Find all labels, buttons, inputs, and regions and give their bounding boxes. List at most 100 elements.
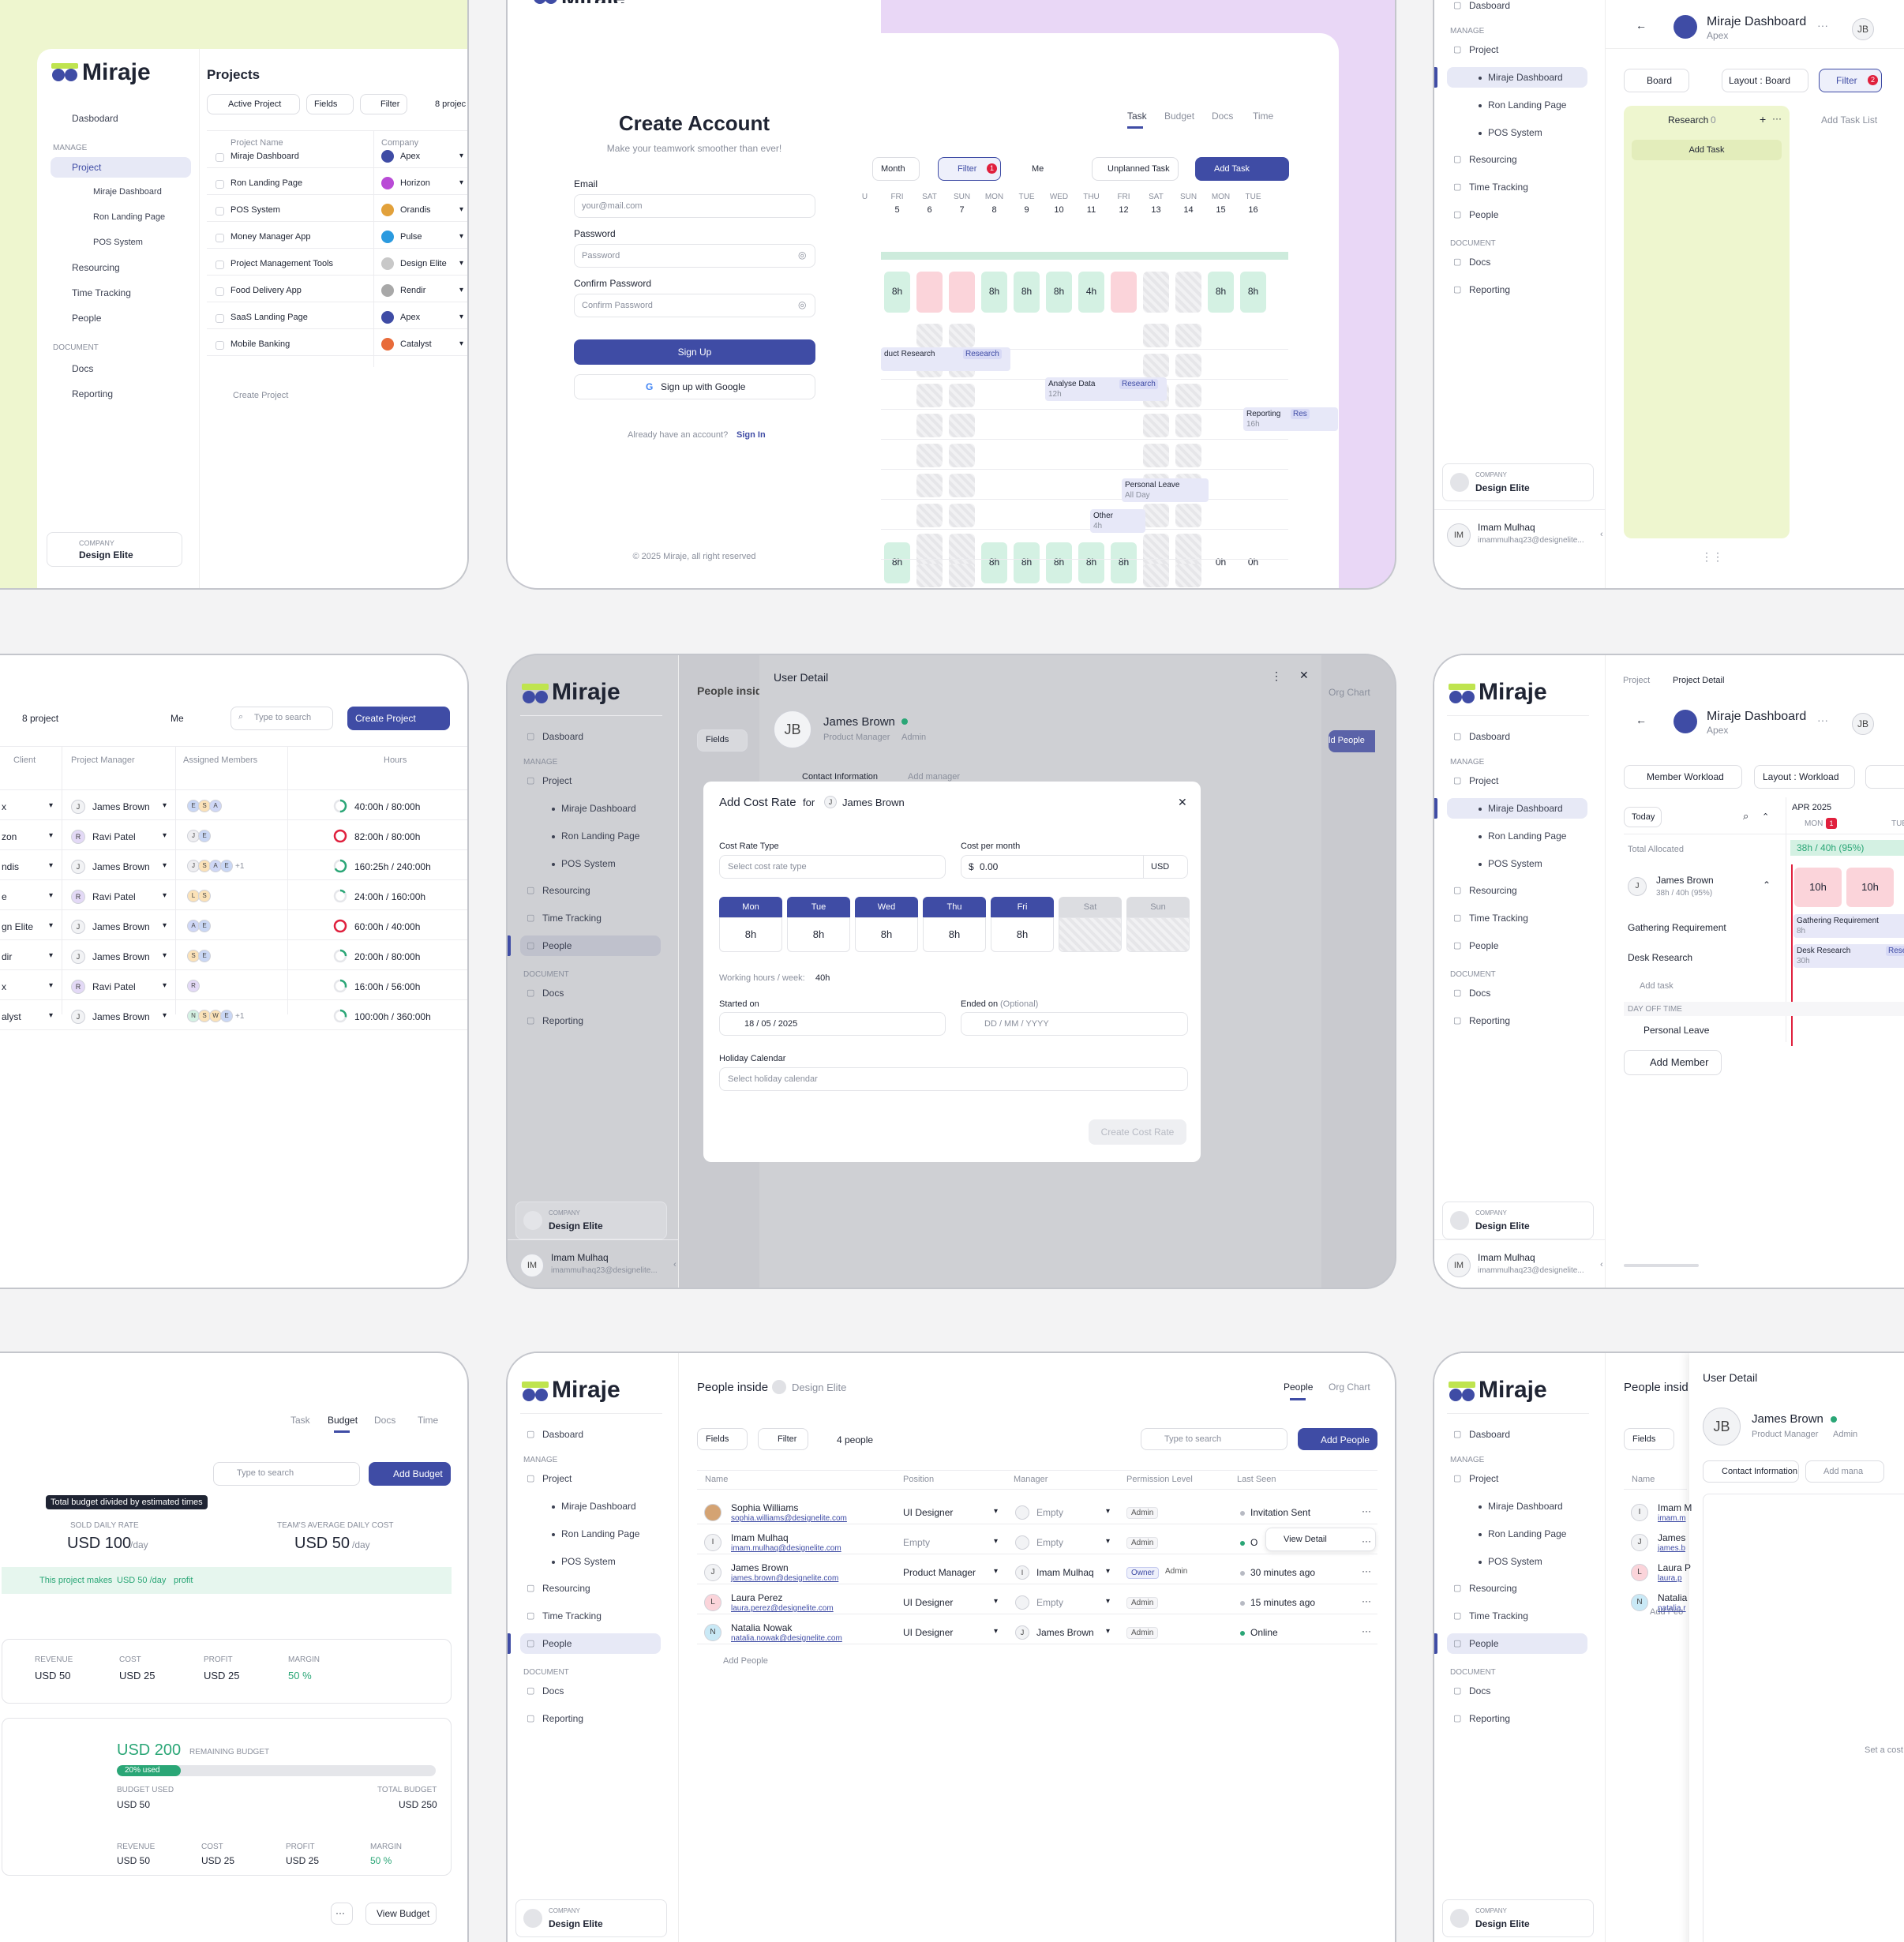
sidebar-item-project[interactable]: Project — [542, 775, 572, 786]
project-name[interactable]: Money Manager App — [231, 232, 311, 242]
sidebar-subitem[interactable]: POS System — [561, 1556, 616, 1567]
sidebar-item-dashboard[interactable]: Dasbodard — [72, 113, 118, 124]
unplanned-task-button[interactable] — [1092, 157, 1179, 181]
chevron-down-icon[interactable]: ▾ — [49, 981, 54, 990]
fields-button[interactable] — [697, 729, 748, 752]
chevron-down-icon[interactable]: ▾ — [49, 921, 54, 930]
sidebar-item-time-tracking[interactable]: Time Tracking — [1469, 1610, 1528, 1621]
board-select[interactable] — [1624, 69, 1689, 92]
person-name[interactable]: Imam M — [1658, 1502, 1692, 1513]
chevron-down-icon[interactable]: ▾ — [49, 801, 54, 810]
person-name[interactable]: Imam Mulhaq — [731, 1532, 789, 1543]
sidebar-subitem[interactable]: POS System — [561, 858, 616, 869]
sidebar-subitem-active[interactable] — [1447, 798, 1587, 819]
signup-button[interactable] — [574, 339, 815, 365]
add-manager[interactable]: Add manager — [908, 772, 961, 782]
person-name[interactable]: James Brown — [731, 1562, 789, 1573]
sidebar-subitem[interactable]: POS System — [1488, 127, 1542, 138]
permission-badge[interactable]: Owner — [1126, 1567, 1160, 1579]
contact-info-tab[interactable] — [1703, 1460, 1799, 1483]
day-header-thu[interactable] — [923, 897, 986, 917]
sidebar-item-reporting[interactable]: Reporting — [1469, 284, 1511, 295]
manager[interactable]: Empty — [1036, 1537, 1064, 1548]
fields-button[interactable] — [697, 1428, 748, 1450]
add-manager[interactable] — [1805, 1460, 1884, 1483]
chevron-down-icon[interactable]: ▾ — [459, 232, 464, 241]
search-icon[interactable]: ⌕ — [1743, 810, 1749, 822]
chevron-down-icon[interactable]: ▾ — [163, 981, 167, 990]
sidebar-item-time-tracking[interactable]: Time Tracking — [1469, 913, 1528, 924]
sidebar-subitem[interactable]: Miraje Dashboard — [1488, 72, 1563, 83]
ended-on-input[interactable] — [961, 1012, 1188, 1036]
sidebar-item-docs[interactable]: Docs — [1469, 988, 1491, 999]
chevron-down-icon[interactable]: ▾ — [994, 1627, 999, 1636]
sidebar-item-time-tracking[interactable]: Time Tracking — [1469, 182, 1528, 193]
sidebar-item-resourcing[interactable]: Resourcing — [542, 885, 590, 896]
sidebar-item-time-tracking[interactable]: Time Tracking — [72, 287, 131, 298]
chevron-down-icon[interactable]: ▾ — [49, 951, 54, 960]
confirm-field[interactable] — [574, 294, 815, 317]
project-name[interactable]: Project Management Tools — [231, 259, 334, 268]
chevron-down-icon[interactable]: ▾ — [49, 861, 54, 870]
chevron-down-icon[interactable]: ▾ — [1106, 1507, 1111, 1516]
create-project-button[interactable] — [347, 707, 450, 730]
row-checkbox[interactable] — [216, 261, 224, 269]
sidebar-item-resourcing[interactable]: Resourcing — [1469, 1583, 1517, 1594]
more-icon[interactable]: ··· — [1362, 1565, 1371, 1576]
password-field[interactable] — [574, 244, 815, 268]
sidebar-subitem[interactable]: Ron Landing Page — [93, 212, 166, 222]
chevron-down-icon[interactable]: ▾ — [1106, 1597, 1111, 1606]
today-button[interactable] — [1624, 807, 1662, 827]
add-people-row[interactable]: Add Peo — [1650, 1607, 1684, 1617]
chevron-down-icon[interactable]: ▾ — [163, 921, 167, 930]
permission-badge[interactable]: Admin — [1126, 1507, 1159, 1519]
create-project-link[interactable]: Create Project — [233, 391, 289, 400]
sidebar-subitem[interactable]: Miraje Dashboard — [561, 1501, 636, 1512]
manager[interactable]: James Brown — [1036, 1627, 1094, 1638]
chevron-down-icon[interactable]: ▾ — [163, 951, 167, 960]
row-checkbox[interactable] — [216, 207, 224, 216]
cost-per-month-input[interactable] — [961, 855, 1188, 879]
add-budget-button[interactable] — [369, 1462, 451, 1486]
eye-icon[interactable]: ◎ — [798, 249, 807, 261]
row-checkbox[interactable] — [216, 287, 224, 296]
chevron-down-icon[interactable]: ▾ — [459, 205, 464, 214]
google-button[interactable] — [574, 374, 815, 399]
row-checkbox[interactable] — [216, 234, 224, 242]
sidebar-subitem[interactable]: POS System — [93, 238, 143, 247]
sidebar-item-docs[interactable]: Docs — [1469, 257, 1491, 268]
sidebar-item-project[interactable]: Project — [1469, 775, 1499, 786]
holiday-select[interactable] — [719, 1067, 1188, 1091]
cost-rate-type-select[interactable] — [719, 855, 946, 879]
avatar[interactable]: JB — [1852, 18, 1874, 40]
tab-budget[interactable]: Budget — [1164, 111, 1195, 122]
sidebar-item-docs[interactable]: Docs — [1469, 1685, 1491, 1696]
sidebar-subitem-active[interactable] — [1447, 67, 1587, 88]
sidebar-subitem[interactable]: Ron Landing Page — [1488, 830, 1567, 842]
add-task-button[interactable] — [1195, 157, 1289, 181]
collapse-icon[interactable]: ⌃ — [1762, 812, 1770, 822]
add-task-link[interactable]: Add task — [1640, 981, 1673, 991]
tab-people[interactable]: People — [1284, 1382, 1314, 1393]
person-name[interactable]: Laura P — [1658, 1562, 1692, 1573]
task-event[interactable] — [1090, 509, 1145, 533]
org-chart-tab[interactable]: Org Chart — [1329, 687, 1370, 698]
sidebar-item-resourcing[interactable]: Resourcing — [1469, 885, 1517, 896]
sidebar-subitem[interactable]: Miraje Dashboard — [1488, 803, 1563, 814]
signin-link[interactable]: Sign In — [736, 430, 766, 440]
sidebar-subitem[interactable]: POS System — [1488, 858, 1542, 869]
sidebar-item-reporting[interactable]: Reporting — [1469, 1015, 1511, 1026]
chevron-down-icon[interactable]: ▾ — [994, 1507, 999, 1516]
sidebar-item-people[interactable]: People — [72, 313, 102, 324]
search-input[interactable] — [213, 1462, 360, 1486]
day-header-mon[interactable] — [719, 897, 782, 917]
sidebar-item-people-active[interactable] — [520, 935, 661, 956]
sidebar-item-project[interactable]: Project — [1469, 1473, 1499, 1484]
avatar[interactable]: IM — [1447, 523, 1471, 547]
view-detail[interactable]: View Detail — [1284, 1535, 1327, 1544]
more-icon[interactable]: ··· — [1817, 714, 1828, 726]
sidebar-subitem[interactable]: Miraje Dashboard — [1488, 1501, 1563, 1512]
back-arrow-icon[interactable]: ← — [1636, 19, 1647, 32]
sidebar-item-docs[interactable]: Docs — [542, 1685, 564, 1696]
sidebar-item-dashboard[interactable]: Dasboard — [1469, 1429, 1511, 1440]
